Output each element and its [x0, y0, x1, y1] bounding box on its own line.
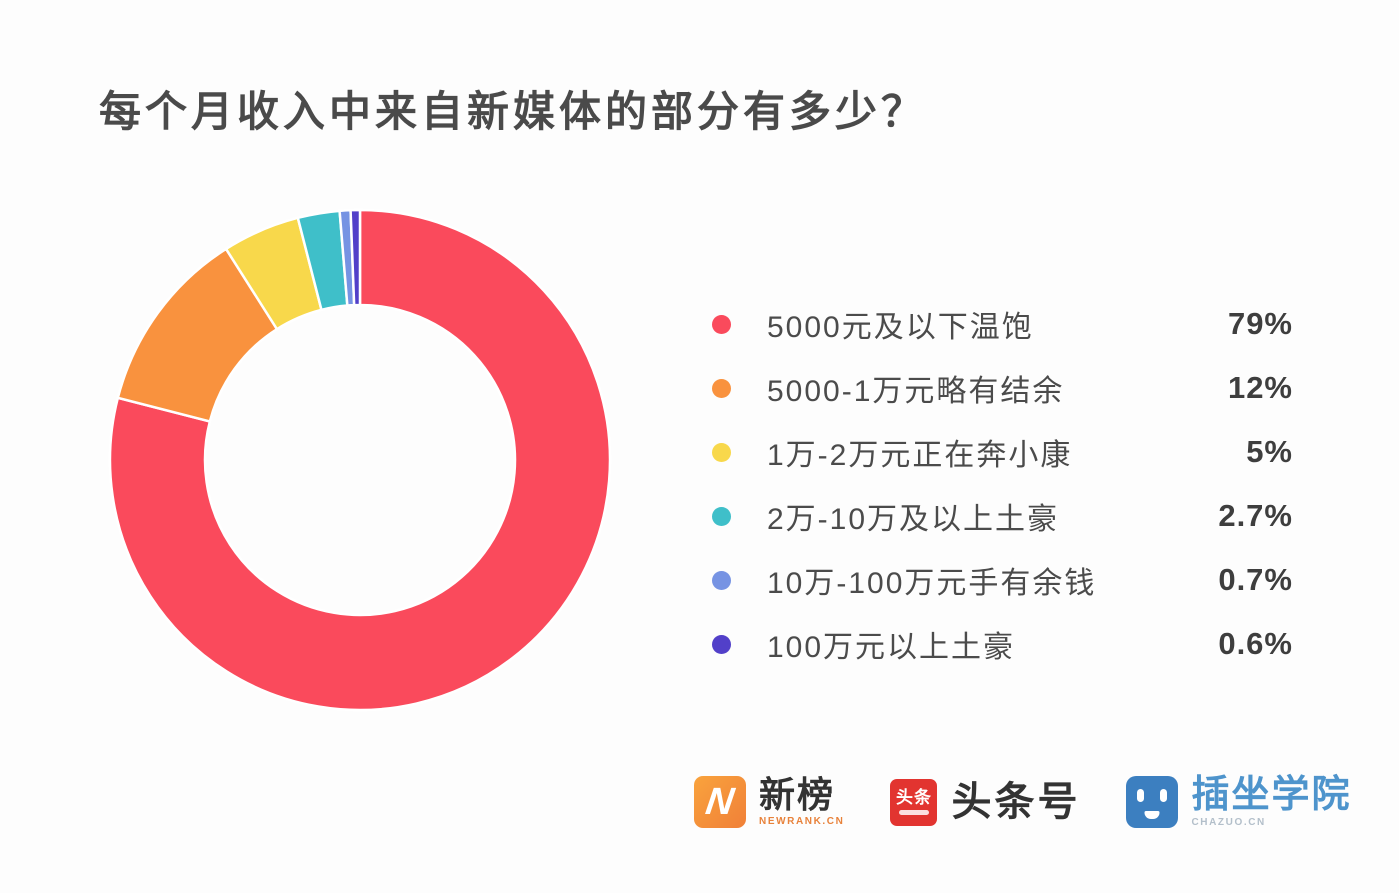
toutiao-icon-text: 头条 — [895, 788, 932, 807]
legend-label: 1万-2万元正在奔小康 — [767, 439, 1073, 472]
chazuo-mouth — [1144, 811, 1160, 819]
chazuo-eye-right — [1160, 789, 1168, 802]
toutiao-icon-underline — [898, 810, 929, 815]
legend-color-dot — [712, 634, 731, 654]
toutiao-icon: 头条 — [890, 778, 938, 826]
legend-label: 10万-100万元手有余钱 — [767, 567, 1097, 600]
legend-item: 5000元及以下温饱 79% — [712, 292, 1293, 356]
chazuo-face-icon — [1126, 776, 1179, 828]
donut-slice — [349, 208, 362, 307]
legend-label: 5000元及以下温饱 — [767, 311, 1034, 344]
legend-item: 5000-1万元略有结余 12% — [712, 356, 1293, 420]
legend-color-dot — [712, 570, 731, 590]
legend-color-dot — [712, 506, 731, 526]
legend-label: 2万-10万及以上土豪 — [767, 503, 1060, 536]
legend-color-dot — [712, 314, 731, 334]
legend-color-dot — [712, 442, 731, 462]
newrank-domain: NEWRANK.CN — [759, 816, 845, 827]
legend-item: 1万-2万元正在奔小康 5% — [712, 420, 1293, 484]
legend-value: 12% — [1227, 370, 1293, 405]
newrank-icon-letter: N — [703, 781, 737, 823]
legend-value: 0.6% — [1218, 626, 1293, 661]
chazuo-text: 插坐学院 CHAZUO.CN — [1191, 776, 1351, 828]
donut-chart-svg — [108, 208, 612, 712]
toutiao-name: 头条号 — [951, 780, 1081, 824]
legend-label: 100万元以上土豪 — [767, 631, 1016, 664]
page-title: 每个月收入中来自新媒体的部分有多少？ — [99, 88, 928, 135]
newrank-logo: N 新榜 NEWRANK.CN — [694, 776, 844, 828]
newrank-text: 新榜 NEWRANK.CN — [759, 774, 845, 828]
legend-item: 2万-10万及以上土豪 2.7% — [712, 484, 1293, 548]
chart-legend: 5000元及以下温饱 79% 5000-1万元略有结余 12% 1万-2万元正在… — [712, 292, 1293, 676]
footer-logos: N 新榜 NEWRANK.CN 头条 头条号 插坐学院 CHAZUO.CN — [694, 776, 1351, 828]
legend-label: 5000-1万元略有结余 — [767, 375, 1065, 408]
chazuo-name: 插坐学院 — [1191, 774, 1352, 816]
toutiao-logo: 头条 头条号 — [890, 778, 1081, 826]
legend-value: 2.7% — [1218, 498, 1293, 533]
legend-item: 100万元以上土豪 0.6% — [712, 612, 1293, 676]
donut-slice — [108, 208, 612, 712]
legend-color-dot — [712, 378, 731, 398]
legend-value: 79% — [1227, 306, 1293, 341]
chazuo-logo: 插坐学院 CHAZUO.CN — [1126, 776, 1351, 828]
chazuo-domain: CHAZUO.CN — [1191, 817, 1266, 828]
legend-value: 0.7% — [1218, 562, 1293, 597]
newrank-name: 新榜 — [759, 774, 836, 815]
legend-item: 10万-100万元手有余钱 0.7% — [712, 548, 1293, 612]
donut-chart — [104, 204, 616, 716]
newrank-icon: N — [694, 776, 746, 828]
chazuo-eye-left — [1137, 789, 1145, 802]
legend-value: 5% — [1246, 434, 1293, 469]
